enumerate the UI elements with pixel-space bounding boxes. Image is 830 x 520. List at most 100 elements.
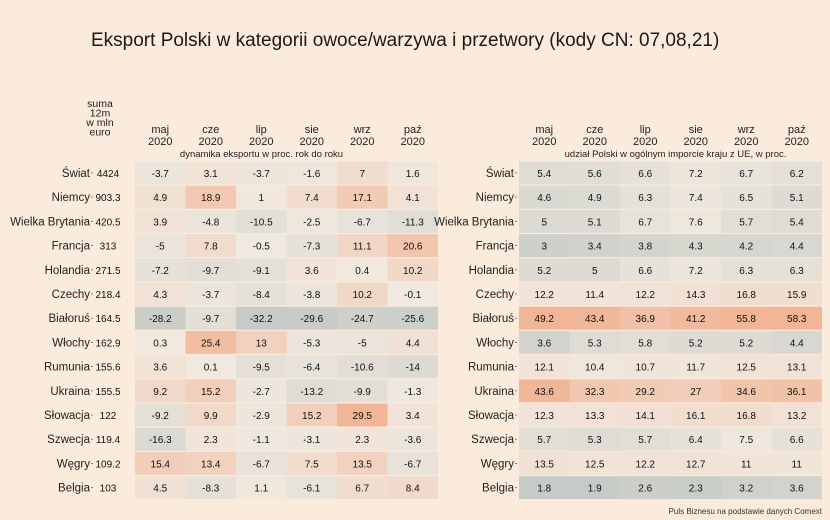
- column-header-month: cze: [202, 124, 219, 136]
- heatmap-cell: [236, 306, 287, 330]
- cell-value: 16.8: [737, 290, 757, 301]
- cell-value: 6.7: [739, 169, 753, 180]
- heatmap-cell: [569, 330, 620, 354]
- heatmap-cell: [236, 330, 287, 354]
- cell-value: 7.2: [689, 169, 703, 180]
- cell-value: 2.3: [355, 435, 369, 446]
- heatmap-cell: [670, 282, 721, 306]
- cell-value: -25.6: [401, 314, 424, 325]
- cell-value: -0.1: [404, 290, 422, 301]
- heatmap-cell: [771, 330, 822, 354]
- cell-value: 3.8: [638, 242, 652, 253]
- heatmap-cell: [519, 427, 570, 451]
- cell-value: -6.7: [354, 217, 372, 228]
- heatmap-cell: [620, 403, 671, 427]
- heatmap-cell: [337, 379, 388, 403]
- cell-value: 3.6: [537, 338, 551, 349]
- heatmap-cell: [721, 258, 772, 282]
- cell-value: -1.1: [253, 435, 271, 446]
- sum-header-line: euro: [89, 127, 110, 139]
- column-header-month: lip: [256, 124, 267, 136]
- heatmap-cell: [569, 234, 620, 258]
- cell-value: -24.7: [351, 314, 374, 325]
- heatmap-cell: [337, 427, 388, 451]
- heatmap-cell: [519, 258, 570, 282]
- heatmap-cell: [286, 185, 337, 209]
- heatmap-cell: [387, 306, 438, 330]
- heatmap-cell: [670, 330, 721, 354]
- heatmap-cell: [135, 282, 186, 306]
- heatmap-cell: [569, 185, 620, 209]
- heatmap-cell: [185, 403, 236, 427]
- heatmap-cell: [185, 306, 236, 330]
- cell-value: 4.9: [153, 193, 167, 204]
- heatmap-cell: [236, 451, 287, 475]
- heatmap-cell: [519, 306, 570, 330]
- cell-value: 9.2: [153, 387, 167, 398]
- heatmap-cell: [771, 476, 822, 500]
- sum-value: 420.5: [95, 217, 120, 228]
- heatmap-cell: [620, 476, 671, 500]
- cell-value: 55.8: [737, 314, 757, 325]
- row-label: Holandia: [45, 265, 91, 277]
- heatmap-cell: [519, 234, 570, 258]
- heatmap-cell: [135, 185, 186, 209]
- cell-value: 20.6: [403, 242, 423, 253]
- cell-value: -10.6: [351, 363, 374, 374]
- heatmap-cell: [185, 330, 236, 354]
- row-label: Włochy: [52, 337, 90, 349]
- cell-value: 7: [359, 169, 365, 180]
- heatmap-cell: [721, 209, 772, 233]
- cell-value: -9.7: [202, 314, 220, 325]
- panel-subtitle: udział Polski w ogólnym imporcie kraju z…: [565, 149, 787, 160]
- cell-value: 13.5: [535, 459, 555, 470]
- cell-value: 2.3: [689, 484, 703, 495]
- cell-value: 5.2: [739, 338, 753, 349]
- heatmap-cell: [286, 282, 337, 306]
- cell-value: -6.4: [303, 363, 321, 374]
- cell-value: 4.4: [790, 242, 804, 253]
- row-label: Holandia: [469, 265, 515, 277]
- heatmap-cell: [286, 476, 337, 500]
- heatmap-cell: [236, 234, 287, 258]
- cell-value: 2.6: [638, 484, 652, 495]
- cell-value: 12.7: [686, 459, 706, 470]
- column-header-year: 2020: [249, 136, 273, 148]
- column-header-month: sie: [305, 124, 319, 136]
- heatmap-cell: [135, 258, 186, 282]
- sum-value: 4424: [97, 169, 120, 180]
- heatmap-cell: [185, 379, 236, 403]
- heatmap-cell: [620, 451, 671, 475]
- cell-value: 10.4: [585, 363, 605, 374]
- heatmap-cell: [135, 330, 186, 354]
- column-header-year: 2020: [583, 136, 607, 148]
- cell-value: -14: [406, 363, 421, 374]
- heatmap-cell: [519, 330, 570, 354]
- row-label: Świat: [62, 167, 91, 180]
- heatmap-cell: [620, 185, 671, 209]
- heatmap-cell: [135, 161, 186, 185]
- cell-value: 4.9: [588, 193, 602, 204]
- cell-value: -9.2: [152, 411, 170, 422]
- row-label: Wielka Brytania: [10, 216, 90, 228]
- heatmap-cell: [569, 209, 620, 233]
- heatmap-cell: [670, 161, 721, 185]
- heatmap-cell: [670, 258, 721, 282]
- cell-value: 29.5: [353, 411, 373, 422]
- heatmap-cell: [286, 379, 337, 403]
- cell-value: 13.5: [353, 459, 373, 470]
- heatmap-cell: [337, 355, 388, 379]
- cell-value: 4.4: [406, 338, 420, 349]
- cell-value: 43.4: [585, 314, 605, 325]
- heatmap-cell: [620, 355, 671, 379]
- cell-value: 7.5: [739, 435, 753, 446]
- heatmap-cell: [337, 476, 388, 500]
- row-label: Słowacja: [44, 410, 91, 422]
- cell-value: 5.2: [537, 266, 551, 277]
- heatmap-cell: [236, 161, 287, 185]
- column-header-year: 2020: [633, 136, 657, 148]
- heatmap-cell: [286, 427, 337, 451]
- cell-value: 3.9: [153, 217, 167, 228]
- heatmap-cell: [185, 355, 236, 379]
- column-header-year: 2020: [785, 136, 809, 148]
